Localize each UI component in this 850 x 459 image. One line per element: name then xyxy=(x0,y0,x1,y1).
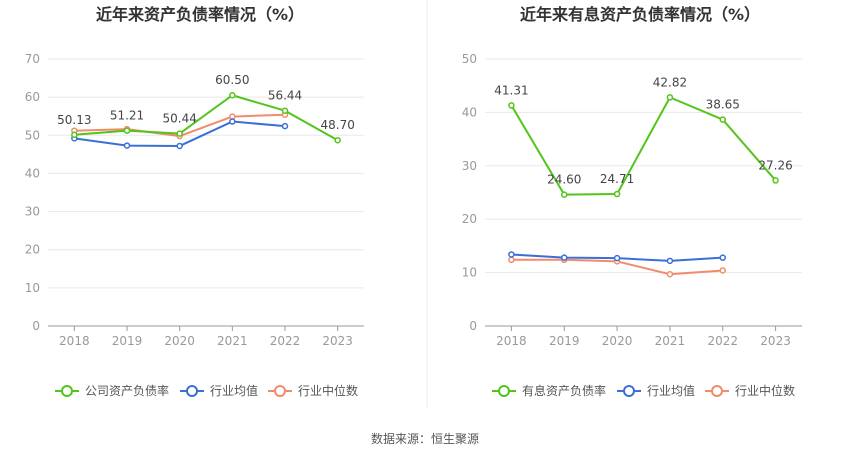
chart-title: 近年来资产负债率情况（%） xyxy=(96,5,304,24)
data-point xyxy=(666,94,674,101)
data-point xyxy=(71,131,78,139)
y-tick-label: 30 xyxy=(462,159,477,173)
data-point xyxy=(176,142,183,150)
data-point xyxy=(281,107,289,114)
series-line xyxy=(510,96,777,196)
legend-label: 行业中位数 xyxy=(298,383,358,398)
legend-item: 行业均值 xyxy=(617,383,695,398)
data-point xyxy=(123,127,131,134)
data-label: 48.70 xyxy=(320,118,354,132)
data-point xyxy=(508,251,515,258)
data-point xyxy=(561,254,568,261)
x-tick-label: 2023 xyxy=(760,334,791,348)
x-tick-label: 2018 xyxy=(59,334,90,348)
data-label: 24.71 xyxy=(600,172,634,186)
y-tick-label: 40 xyxy=(462,105,477,119)
data-label: 50.13 xyxy=(57,113,91,127)
chart-1: 近年来资产负债率情况（%） 0 10 20 30 40 50 60 70 2018 2019 2020… xyxy=(25,5,364,398)
data-label: 27.26 xyxy=(758,158,792,172)
data-label: 38.65 xyxy=(706,98,740,112)
data-point xyxy=(613,190,621,198)
y-tick-label: 0 xyxy=(32,319,40,333)
data-point xyxy=(666,270,674,278)
legend-marker xyxy=(186,385,198,397)
data-label: 42.82 xyxy=(653,75,687,89)
data-point xyxy=(666,257,674,265)
data-point xyxy=(281,122,289,130)
chart-title: 近年来有息资产负债率情况（%） xyxy=(520,5,760,24)
data-point xyxy=(772,177,779,184)
data-point xyxy=(508,256,515,264)
legend-marker xyxy=(623,385,635,397)
x-tick-label: 2018 xyxy=(496,334,527,348)
y-tick-label: 10 xyxy=(25,281,40,295)
series-line xyxy=(74,94,339,142)
data-label: 41.31 xyxy=(494,83,528,97)
legend-label: 公司资产负债率 xyxy=(85,383,169,398)
data-label: 50.44 xyxy=(162,112,196,126)
y-tick-label: 20 xyxy=(25,243,40,257)
legend-item: 公司资产负债率 xyxy=(55,383,169,398)
data-point xyxy=(613,254,621,262)
data-point xyxy=(229,91,236,99)
data-point xyxy=(176,130,183,137)
y-tick-label: 50 xyxy=(25,128,40,142)
y-tick-label: 20 xyxy=(462,212,477,226)
data-label: 56.44 xyxy=(268,89,302,103)
x-tick-label: 2022 xyxy=(270,334,301,348)
source-note: 数据来源：恒生聚源 xyxy=(371,431,479,446)
data-point xyxy=(561,191,568,198)
legend-label: 行业均值 xyxy=(647,383,695,398)
data-point xyxy=(123,142,131,149)
legend-item: 有息资产负债率 xyxy=(492,383,606,398)
x-tick-label: 2021 xyxy=(217,334,248,348)
data-label: 51.21 xyxy=(110,109,144,123)
chart-2: 近年来有息资产负债率情况（%） 0 10 20 30 40 50 2018 2019 2020 20… xyxy=(462,5,802,398)
data-label: 60.50 xyxy=(215,73,249,87)
legend-marker xyxy=(274,385,286,397)
legend-item: 行业中位数 xyxy=(268,383,358,398)
y-tick-label: 40 xyxy=(25,166,40,180)
x-tick-label: 2020 xyxy=(602,334,633,348)
legend-label: 有息资产负债率 xyxy=(522,383,606,398)
legend-marker xyxy=(711,385,723,397)
data-point xyxy=(229,118,236,125)
y-tick-label: 70 xyxy=(25,52,40,66)
data-point xyxy=(508,102,515,109)
legend-label: 行业中位数 xyxy=(735,383,795,398)
legend-marker xyxy=(498,385,510,397)
x-tick-label: 2019 xyxy=(549,334,580,348)
y-tick-label: 10 xyxy=(462,266,477,280)
y-tick-label: 50 xyxy=(462,52,477,66)
legend-item: 行业均值 xyxy=(180,383,258,398)
data-point xyxy=(719,254,726,261)
data-label: 24.60 xyxy=(547,173,581,187)
legend-item: 行业中位数 xyxy=(705,383,795,398)
y-tick-label: 30 xyxy=(25,205,40,219)
legend-marker xyxy=(61,385,73,397)
x-tick-label: 2022 xyxy=(707,334,738,348)
data-point xyxy=(719,116,726,123)
data-point xyxy=(334,136,341,144)
data-point xyxy=(719,267,726,274)
x-tick-label: 2019 xyxy=(112,334,143,348)
y-tick-label: 0 xyxy=(469,319,477,333)
x-tick-label: 2021 xyxy=(655,334,686,348)
y-tick-label: 60 xyxy=(25,90,40,104)
legend-label: 行业均值 xyxy=(210,383,258,398)
x-tick-label: 2020 xyxy=(164,334,195,348)
x-tick-label: 2023 xyxy=(322,334,353,348)
